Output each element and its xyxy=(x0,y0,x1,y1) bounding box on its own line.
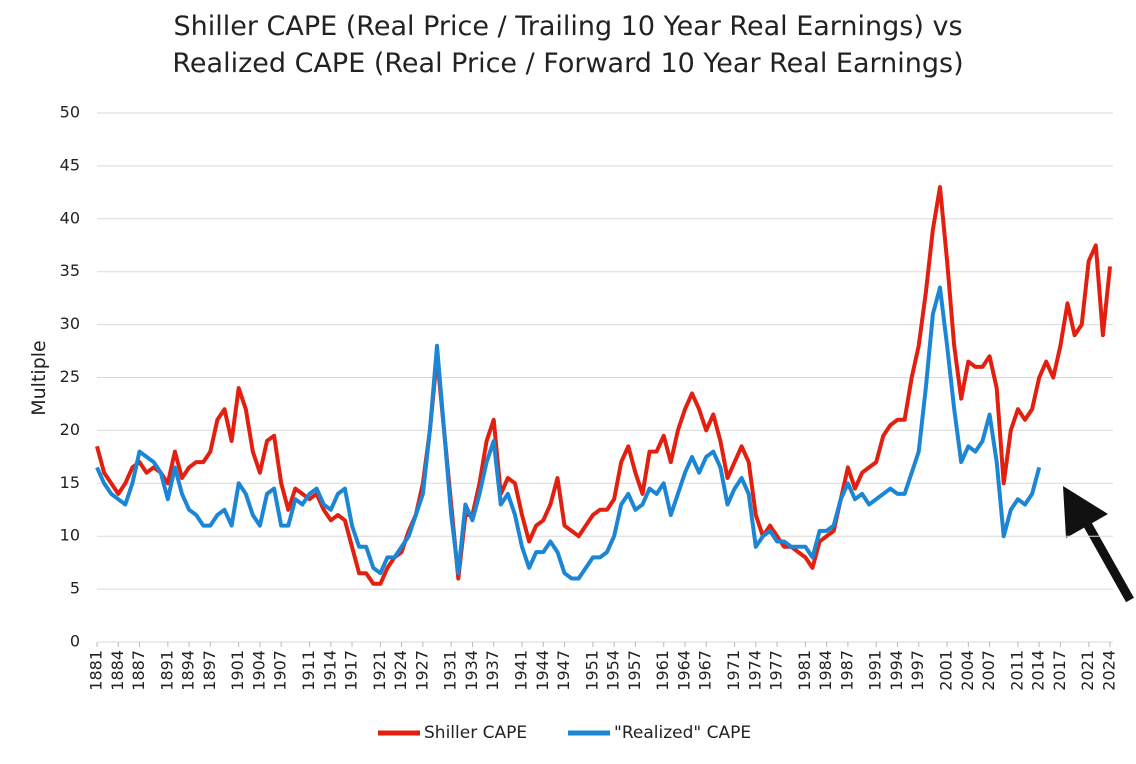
y-tick-label: 20 xyxy=(60,420,80,439)
legend-label: Shiller CAPE xyxy=(424,723,527,743)
x-tick-label: 1911 xyxy=(299,650,318,691)
series-line xyxy=(95,285,1042,581)
x-tick-label: 1947 xyxy=(554,650,573,691)
x-tick-label: 1974 xyxy=(745,650,764,691)
chart-title: Shiller CAPE (Real Price / Trailing 10 Y… xyxy=(173,11,962,42)
x-tick-label: 2001 xyxy=(937,650,956,691)
x-tick-label: 1884 xyxy=(108,650,127,691)
x-tick-label: 2021 xyxy=(1078,650,1097,691)
arrow-head xyxy=(1063,486,1108,538)
x-tick-label: 1917 xyxy=(342,650,361,691)
x-tick-label: 1961 xyxy=(653,650,672,691)
x-tick-label: 1937 xyxy=(483,650,502,691)
y-tick-label: 30 xyxy=(60,314,80,333)
x-tick-label: 2014 xyxy=(1029,650,1048,691)
y-tick-label: 50 xyxy=(60,103,80,122)
chart-title: Realized CAPE (Real Price / Forward 10 Y… xyxy=(172,48,963,79)
x-tick-label: 1984 xyxy=(816,650,835,691)
y-tick-label: 10 xyxy=(60,526,80,545)
x-tick-label: 1954 xyxy=(604,650,623,691)
x-tick-label: 2007 xyxy=(979,650,998,691)
x-tick-label: 1914 xyxy=(320,650,339,691)
x-tick-label: 1981 xyxy=(795,650,814,691)
x-tick-label: 1897 xyxy=(200,650,219,691)
x-tick-label: 1967 xyxy=(696,650,715,691)
x-tick-label: 1887 xyxy=(129,650,148,691)
arrow-shaft xyxy=(1081,517,1134,603)
x-tick-label: 1941 xyxy=(512,650,531,691)
x-tick-label: 1881 xyxy=(87,650,106,691)
y-tick-label: 0 xyxy=(70,632,80,651)
series-line xyxy=(95,185,1112,586)
y-tick-label: 25 xyxy=(60,367,80,386)
arrow xyxy=(1063,486,1134,603)
x-tick-label: 1944 xyxy=(533,650,552,691)
legend-label: "Realized" CAPE xyxy=(614,723,751,743)
x-tick-label: 1931 xyxy=(441,650,460,691)
x-tick-label: 1894 xyxy=(179,650,198,691)
x-tick-label: 2017 xyxy=(1050,650,1069,691)
y-tick-label: 15 xyxy=(60,473,80,492)
x-tick-label: 1924 xyxy=(391,650,410,691)
x-tick-label: 2011 xyxy=(1007,650,1026,691)
x-tick-label: 1951 xyxy=(582,650,601,691)
x-tick-label: 1991 xyxy=(866,650,885,691)
y-tick-label: 35 xyxy=(60,261,80,280)
y-axis-label: Multiple xyxy=(28,340,50,415)
x-tick-label: 1901 xyxy=(228,650,247,691)
y-tick-label: 5 xyxy=(70,579,80,598)
x-tick-label: 1964 xyxy=(674,650,693,691)
x-tick-label: 1927 xyxy=(412,650,431,691)
x-tick-label: 1957 xyxy=(625,650,644,691)
x-tick-label: 1977 xyxy=(767,650,786,691)
x-tick-label: 1934 xyxy=(462,650,481,691)
x-tick-label: 1907 xyxy=(271,650,290,691)
x-tick-label: 1987 xyxy=(837,650,856,691)
x-tick-label: 1921 xyxy=(370,650,389,691)
x-tick-label: 1891 xyxy=(157,650,176,691)
x-tick-label: 2024 xyxy=(1100,650,1119,691)
x-tick-label: 1994 xyxy=(887,650,906,691)
x-tick-label: 1997 xyxy=(908,650,927,691)
x-tick-label: 2004 xyxy=(958,650,977,691)
x-tick-label: 1904 xyxy=(249,650,268,691)
y-tick-label: 40 xyxy=(60,208,80,227)
y-tick-label: 45 xyxy=(60,155,80,174)
x-tick-label: 1971 xyxy=(724,650,743,691)
